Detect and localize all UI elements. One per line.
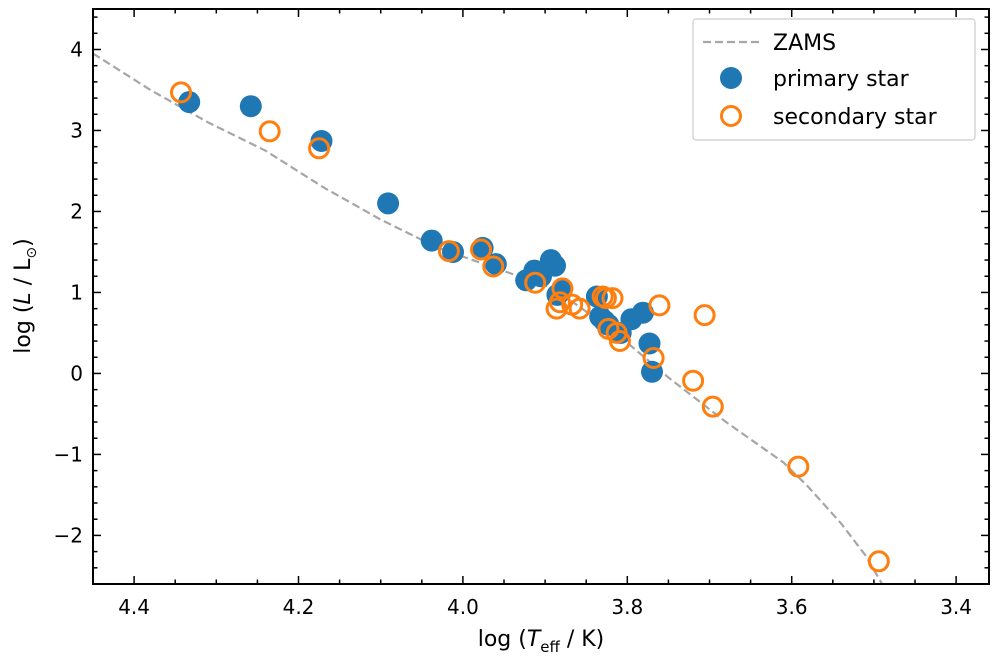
- primary-star-points: [178, 91, 663, 383]
- secondary-star-point: [601, 287, 624, 310]
- secondary-star-point: [551, 277, 574, 300]
- primary-star-point: [631, 301, 654, 324]
- secondary-star-point: [608, 330, 631, 352]
- plot-frame: [92, 8, 990, 585]
- secondary-star-point: [258, 120, 281, 143]
- secondary-star-point: [470, 238, 492, 261]
- secondary-star-point: [437, 240, 460, 263]
- y-tick-label: 4: [70, 37, 83, 61]
- y-axis-label: log (L / L⊙): [11, 238, 40, 353]
- secondary-star-point: [170, 81, 192, 104]
- legend: ZAMS primary star secondary star: [692, 18, 976, 141]
- primary-star-point: [420, 229, 443, 252]
- secondary-star-point: [548, 291, 571, 314]
- primary-star-point: [178, 91, 201, 114]
- x-tick-label: 3.6: [776, 595, 808, 619]
- x-axis-label: log (Teff / K): [478, 627, 605, 656]
- secondary-star-point: [693, 304, 716, 327]
- legend-primary-label: primary star: [773, 67, 910, 92]
- secondary-star-points: [170, 81, 890, 573]
- secondary-star-point: [642, 347, 665, 369]
- legend-secondary-swatch: [720, 105, 742, 127]
- primary-star-point: [377, 192, 400, 215]
- secondary-star-point: [482, 255, 505, 278]
- primary-star-point: [544, 254, 566, 277]
- legend-box: [692, 18, 976, 141]
- x-tick-label: 4.2: [283, 595, 315, 619]
- y-tick-label: −1: [54, 442, 83, 466]
- x-tick-label: 4.4: [118, 595, 150, 619]
- secondary-star-point: [308, 137, 331, 160]
- legend-primary-swatch: [720, 67, 742, 89]
- secondary-star-point: [867, 550, 890, 573]
- primary-star-point: [239, 95, 262, 118]
- x-tick-label: 3.4: [940, 595, 972, 619]
- axis-ticks: 4.4 4.2 4.0 3.8 3.6 3.4 −2 −1 0 1 2 3 4: [54, 9, 989, 619]
- x-tick-label: 4.0: [447, 595, 479, 619]
- legend-zams-label: ZAMS: [773, 31, 836, 56]
- y-tick-label: 2: [70, 199, 83, 223]
- y-tick-label: 1: [70, 280, 83, 304]
- secondary-star-point: [648, 294, 671, 317]
- x-tick-label: 3.8: [611, 595, 643, 619]
- y-tick-label: 3: [70, 118, 83, 142]
- secondary-star-point: [568, 297, 591, 320]
- secondary-star-point: [787, 455, 810, 478]
- y-tick-label: −2: [54, 523, 83, 547]
- secondary-star-point: [701, 395, 724, 418]
- primary-star-point: [638, 332, 661, 355]
- legend-secondary-label: secondary star: [773, 105, 938, 130]
- y-tick-label: 0: [70, 361, 83, 385]
- secondary-star-point: [524, 271, 547, 294]
- secondary-star-point: [594, 287, 617, 310]
- secondary-star-point: [682, 369, 705, 392]
